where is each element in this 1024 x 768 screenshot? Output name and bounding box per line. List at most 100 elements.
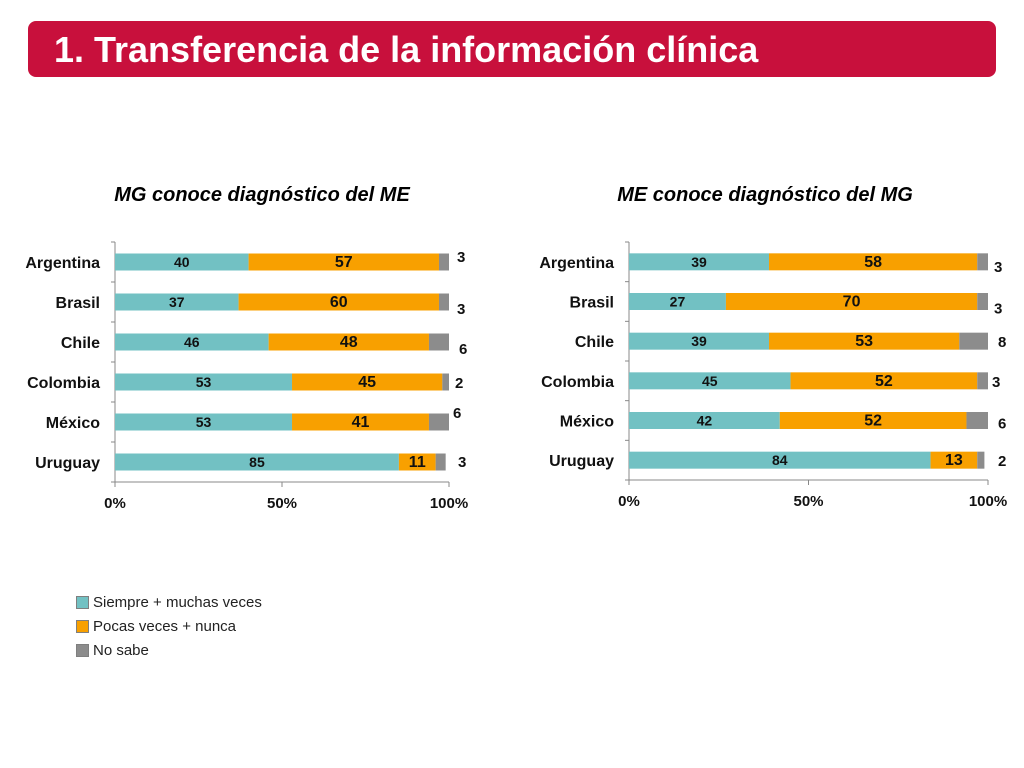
page-title: 1. Transferencia de la información clíni… xyxy=(54,29,759,70)
bar-segment xyxy=(438,293,449,311)
data-label: 41 xyxy=(352,414,370,431)
bar-segment xyxy=(292,413,429,431)
data-label: 53 xyxy=(196,414,212,430)
x-tick-label: 0% xyxy=(618,493,640,510)
bar-segment xyxy=(115,373,293,391)
data-label: 46 xyxy=(184,334,200,350)
bar-segment xyxy=(115,253,249,271)
bar-segment xyxy=(248,253,439,271)
chart-title: ME conoce diagnóstico del MG xyxy=(617,184,913,206)
data-label: 42 xyxy=(697,413,713,429)
bar-segment xyxy=(629,253,770,271)
category-label: Colombia xyxy=(541,374,614,391)
data-label: 85 xyxy=(249,454,265,470)
bar-segment xyxy=(769,253,978,271)
bar-segment xyxy=(438,253,449,271)
data-label-outside: 6 xyxy=(998,416,1006,433)
data-label: 13 xyxy=(945,452,963,469)
bar-segment xyxy=(977,372,988,390)
bar-segment xyxy=(959,332,988,350)
data-label: 45 xyxy=(702,373,718,389)
category-label: Chile xyxy=(61,335,100,352)
data-label-outside: 3 xyxy=(994,259,1002,276)
bar-segment xyxy=(966,412,988,429)
data-label: 27 xyxy=(670,294,686,310)
data-label-outside: 3 xyxy=(457,249,465,266)
bar-segment xyxy=(428,413,449,431)
category-label: Colombia xyxy=(27,375,100,392)
legend-swatch-pocas xyxy=(76,619,89,633)
bar-segment xyxy=(268,333,429,351)
x-tick-label: 50% xyxy=(793,493,823,510)
data-label: 84 xyxy=(772,452,788,468)
bar-segment xyxy=(238,293,439,311)
data-label-outside: 3 xyxy=(994,301,1002,318)
title-banner: 1. Transferencia de la información clíni… xyxy=(28,21,996,77)
bar-segment xyxy=(629,451,931,469)
category-label: México xyxy=(46,415,100,432)
bar-segment xyxy=(977,293,988,310)
bar-segment xyxy=(428,333,449,351)
category-label: México xyxy=(560,414,614,431)
data-label: 52 xyxy=(875,373,893,390)
data-label: 45 xyxy=(358,374,376,391)
bar-segment xyxy=(115,453,399,471)
data-label: 53 xyxy=(196,374,212,390)
bar-segment xyxy=(977,253,988,271)
data-label: 39 xyxy=(691,333,707,349)
category-label: Argentina xyxy=(25,255,100,272)
data-label-outside: 3 xyxy=(457,301,465,318)
x-tick-label: 50% xyxy=(267,495,297,512)
data-label: 37 xyxy=(169,294,185,310)
legend-swatch-siempre xyxy=(76,595,89,609)
bar-segment xyxy=(629,332,770,350)
category-label: Uruguay xyxy=(549,453,614,470)
legend-item-no-sabe: No sabe xyxy=(76,638,262,662)
data-label: 70 xyxy=(843,294,861,311)
bar-segment xyxy=(779,412,967,429)
legend-item-siempre: Siempre + muchas veces xyxy=(76,590,262,614)
data-label-outside: 8 xyxy=(998,334,1006,351)
data-label: 39 xyxy=(691,254,707,270)
category-label: Brasil xyxy=(56,295,100,312)
bar-segment xyxy=(292,373,443,391)
data-label: 40 xyxy=(174,254,190,270)
data-label: 58 xyxy=(864,254,882,271)
bar-segment xyxy=(629,293,726,310)
bar-segment xyxy=(629,372,791,390)
legend-label-no-sabe: No sabe xyxy=(93,641,149,659)
data-label-outside: 2 xyxy=(998,453,1006,470)
data-label: 60 xyxy=(330,294,348,311)
legend-label-pocas: Pocas veces + nunca xyxy=(93,617,237,635)
data-label-outside: 6 xyxy=(453,405,461,422)
bar-segment xyxy=(977,451,985,469)
bar-segment xyxy=(115,413,293,431)
category-label: Brasil xyxy=(570,295,614,312)
x-tick-label: 100% xyxy=(430,495,468,512)
legend-swatch-no-sabe xyxy=(76,643,89,657)
data-label: 52 xyxy=(864,413,882,430)
data-label: 57 xyxy=(335,254,353,271)
data-label: 11 xyxy=(409,454,426,471)
bar-segment xyxy=(930,451,978,469)
bar-segment xyxy=(725,293,978,310)
bar-segment xyxy=(115,333,269,351)
bar-segment xyxy=(629,412,780,429)
category-label: Argentina xyxy=(539,255,614,272)
data-label-outside: 6 xyxy=(459,341,467,358)
x-tick-label: 0% xyxy=(104,495,126,512)
legend: Siempre + muchas veces Pocas veces + nun… xyxy=(76,590,262,662)
data-label: 48 xyxy=(340,334,358,351)
bar-segment xyxy=(398,453,436,471)
category-label: Chile xyxy=(575,334,614,351)
legend-label-siempre: Siempre + muchas veces xyxy=(93,593,262,611)
bar-segment xyxy=(435,453,446,471)
data-label-outside: 3 xyxy=(458,454,466,471)
legend-item-pocas: Pocas veces + nunca xyxy=(76,614,262,638)
data-label-outside: 3 xyxy=(992,374,1000,391)
data-label: 53 xyxy=(855,333,873,350)
bar-segment xyxy=(442,373,449,391)
data-label-outside: 2 xyxy=(455,375,463,392)
category-label: Uruguay xyxy=(35,455,100,472)
